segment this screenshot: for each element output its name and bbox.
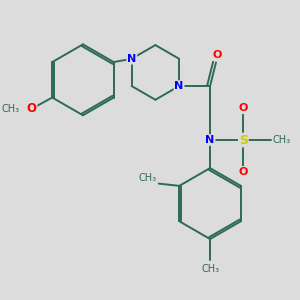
Text: S: S <box>239 134 248 146</box>
Text: O: O <box>238 167 248 177</box>
Text: CH₃: CH₃ <box>2 103 20 114</box>
Text: CH₃: CH₃ <box>139 173 157 183</box>
Text: CH₃: CH₃ <box>273 135 291 145</box>
Text: O: O <box>212 50 221 60</box>
Text: N: N <box>174 81 184 91</box>
Text: CH₃: CH₃ <box>201 264 219 274</box>
Text: N: N <box>206 135 215 145</box>
Text: O: O <box>238 103 248 113</box>
Text: O: O <box>27 102 37 115</box>
Text: N: N <box>127 54 136 64</box>
